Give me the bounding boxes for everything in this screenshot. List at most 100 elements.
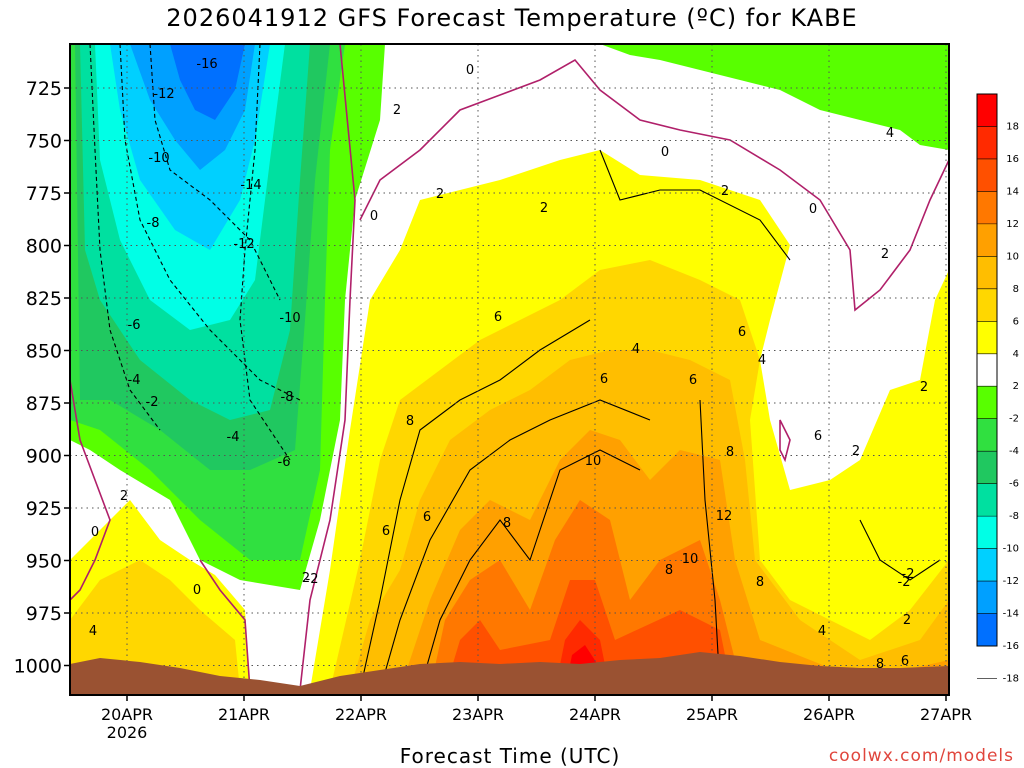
colorbar-swatch [977,451,997,485]
colorbar-tick-label: 8 [1013,284,1019,295]
colorbar-tick-label: 2 [1013,381,1019,392]
contour-label: -2 [306,572,319,587]
contour-label: 4 [758,353,766,368]
colorbar-swatch [977,158,997,192]
y-tick-label: 950 [26,551,62,573]
contour-label: 0 [809,202,817,217]
contour-label: -4 [227,430,240,445]
contour-label: 2 [120,489,128,504]
contour-label: 4 [632,342,640,357]
x-tick-label: 26APR [803,705,855,724]
contour-label: 0 [661,145,669,160]
contour-label: 2 [852,444,860,459]
y-tick-label: 925 [26,498,62,520]
x-tick-label: 27APR [920,705,972,724]
contour-line [599,149,791,261]
y-tick-label: 975 [26,603,62,625]
contour-label: 2 [881,247,889,262]
colorbar-tick-label: -2 [1009,414,1019,425]
contour-label: 6 [689,373,697,388]
y-tick-label: 900 [26,446,62,468]
colorbar-swatch [977,418,997,452]
contour-line [119,44,301,401]
x-tick-label: 22APR [335,705,387,724]
colorbar-tick-label: 18 [1006,121,1019,132]
contour-label: 6 [600,372,608,387]
contour-label: 6 [423,510,431,525]
contour-label: 6 [814,429,822,444]
colorbar-swatch [977,483,997,517]
credit-link[interactable]: coolwx.com/models [828,746,1014,766]
y-tick-label: 725 [26,78,62,100]
x-tick-label: 21APR [218,705,270,724]
contour-label: -10 [279,311,300,326]
temperature-region [70,560,240,690]
contour-line [239,44,291,461]
colorbar-tick-label: -12 [1003,576,1019,587]
temperature-region [600,44,949,150]
contour-label: -2 [146,395,159,410]
contour-line [699,399,721,691]
contour-label: 4 [89,624,97,639]
colorbar-swatch [977,94,997,127]
contour-label: 8 [876,657,884,672]
colorbar-swatch [977,256,997,290]
contour-label: 10 [585,454,602,469]
contour-line [359,319,591,691]
x-tick-label: 25APR [686,705,738,724]
contour-label: 6 [901,654,909,669]
y-tick-label: 800 [26,236,62,258]
contour-label: -16 [196,57,217,72]
contour-label: 2 [721,184,729,199]
contour-label: -8 [147,216,160,231]
colorbar-swatch [977,613,997,647]
colorbar-swatch [977,126,997,160]
contour-label: 4 [818,624,826,639]
zero-isotherm [199,559,251,691]
contour-label: 6 [494,310,502,325]
contour-label: 8 [726,445,734,460]
colorbar-tick-label: 14 [1006,186,1019,197]
colorbar-tick-label: -8 [1009,511,1019,522]
colorbar-tick-label: 12 [1006,219,1019,230]
colorbar-swatch [977,321,997,355]
colorbar-swatch [977,223,997,257]
contour-line [379,399,651,691]
contour-line [89,44,161,431]
plot-frame [69,43,950,696]
contour-label: -4 [128,373,141,388]
colorbar-tick-label: -4 [1009,446,1019,457]
contour-label: 0 [193,583,201,598]
contour-label: -2 [902,567,915,582]
contour-label: 6 [738,325,746,340]
contour-label: 2 [302,571,310,586]
contour-label: 10 [682,552,699,567]
contour-label: 0 [466,63,474,78]
contour-label: 2 [920,380,928,395]
x-tick-label: 24APR [569,705,621,724]
contour-label: 0 [91,525,99,540]
contour-label: -2 [898,575,911,590]
surface-terrain [70,652,949,695]
colorbar-swatch [977,288,997,322]
colorbar-tick-label: -10 [1003,544,1019,555]
contour-label: 2 [436,187,444,202]
chart-title: 2026041912 GFS Forecast Temperature (ºC)… [166,4,858,32]
temperature-region [170,44,245,120]
contour-label: -10 [148,151,169,166]
contour-label: 0 [370,209,378,224]
x-axis-label: Forecast Time (UTC) [399,744,621,768]
colorbar-tick-label: 6 [1013,316,1019,327]
zero-isotherm [299,44,356,691]
contour-label: -6 [128,318,141,333]
x-tick-label: 20APR [101,705,153,724]
colorbar-swatch [977,516,997,550]
colorbar-swatch [977,548,997,582]
contour-label: 6 [382,524,390,539]
contour-line [419,449,641,691]
colorbar-tick-label: 4 [1013,349,1019,360]
colorbar-swatch [977,353,997,387]
colorbar-tick-label: 10 [1006,251,1019,262]
contour-label: 2 [540,201,548,216]
